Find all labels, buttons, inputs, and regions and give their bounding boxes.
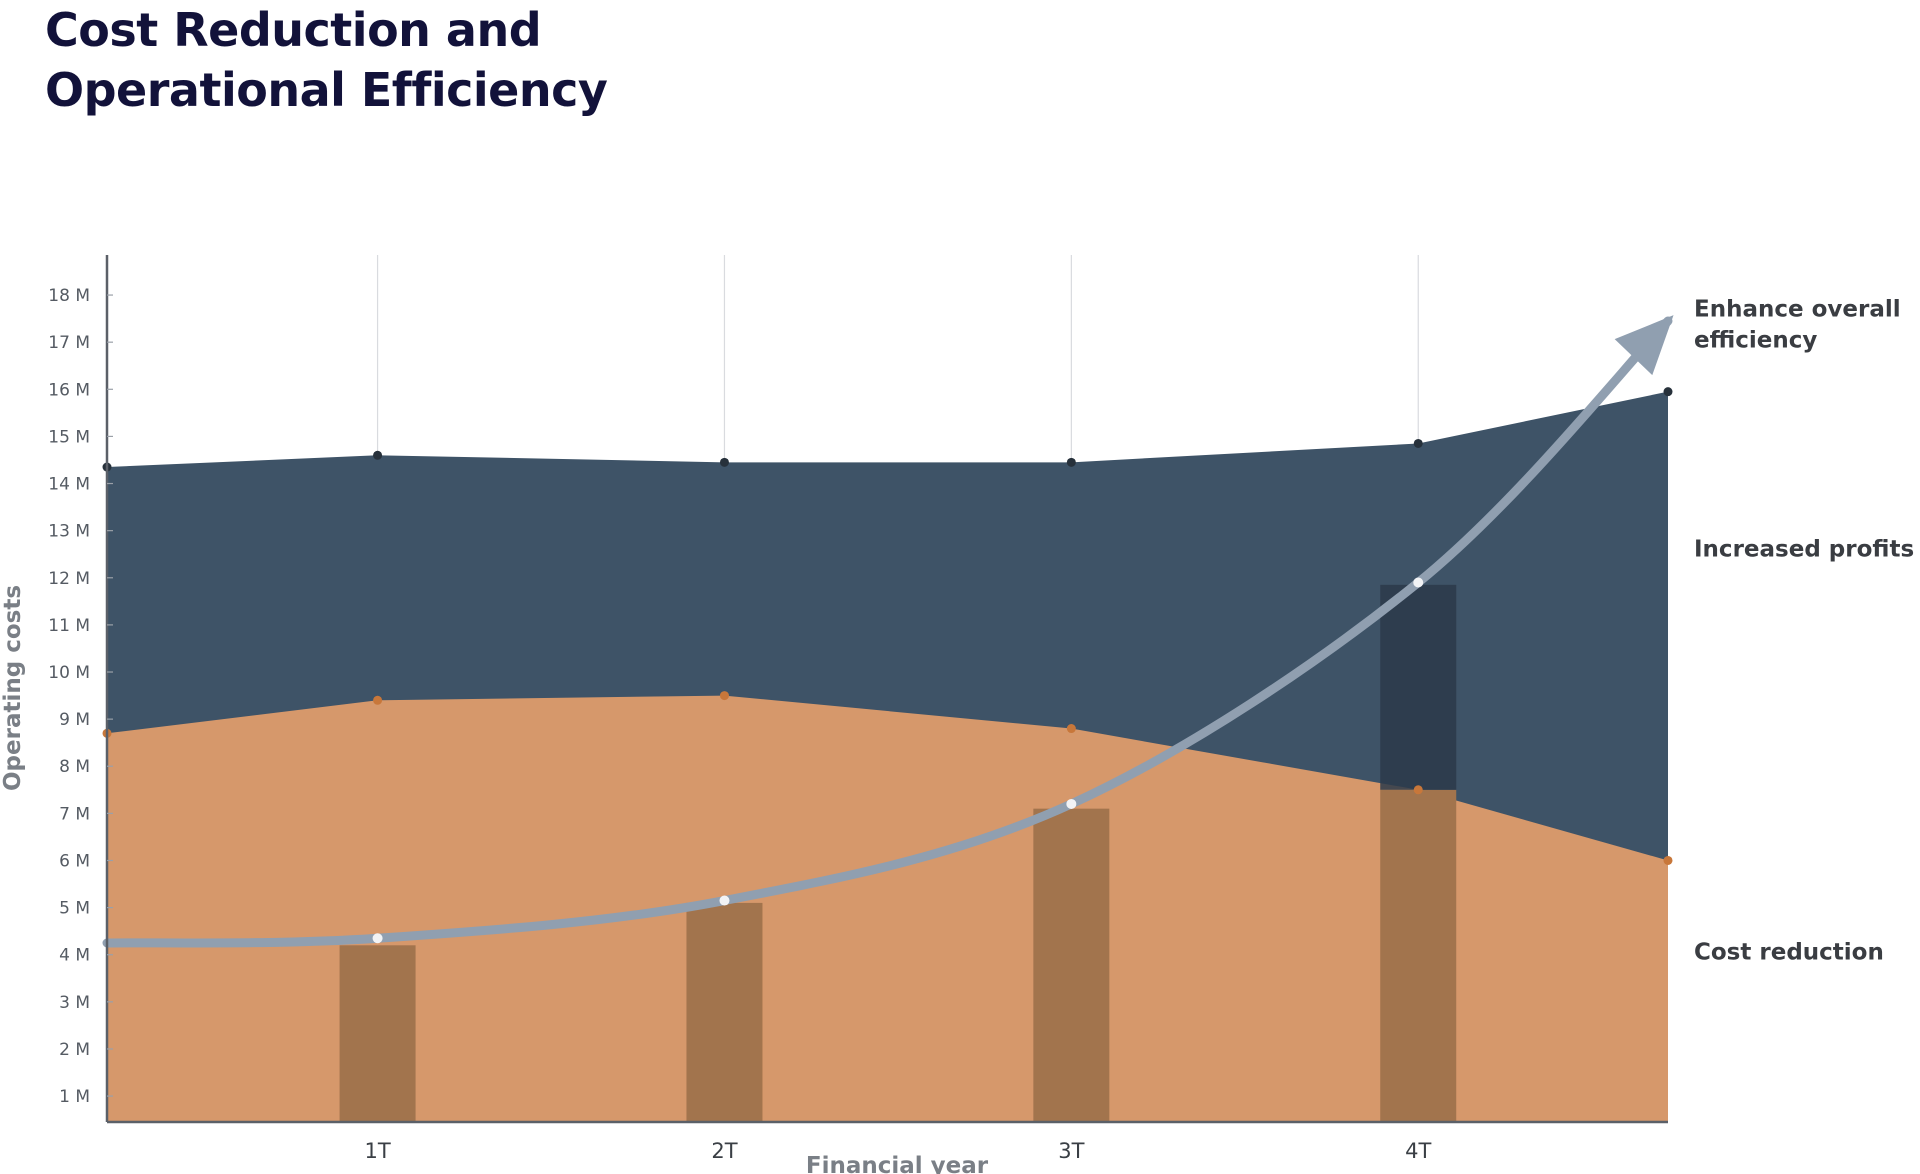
chart-title: Cost Reduction and Operational Efficienc… — [45, 0, 608, 120]
y-tick-label-6: 6 M — [59, 851, 90, 871]
area-series-2-point-3 — [719, 691, 729, 701]
y-tick-label-9: 9 M — [59, 710, 90, 730]
y-tick-label-7: 7 M — [59, 804, 90, 824]
bar-4T-upper — [1380, 584, 1457, 790]
y-tick-label-1: 1 M — [59, 1087, 90, 1107]
bar-4T-lower — [1380, 789, 1457, 1122]
bar-1T — [339, 945, 416, 1122]
area-series-1-point-3 — [719, 457, 729, 467]
y-tick-label-8: 8 M — [59, 757, 90, 777]
annotation-1-line-1: Enhance overall — [1694, 296, 1901, 322]
area-series-2 — [107, 695, 1668, 1122]
annotation-1-line-2: efficiency — [1694, 327, 1817, 353]
bar-3T — [1033, 808, 1110, 1122]
y-tick-label-13: 13 M — [48, 522, 90, 542]
y-axis-title: Operating costs — [0, 585, 26, 791]
y-tick-label-12: 12 M — [48, 569, 90, 589]
area-series-2-point-6 — [1663, 855, 1673, 865]
y-tick-label-18: 18 M — [48, 286, 90, 306]
y-tick-label-10: 10 M — [48, 663, 90, 683]
area-series-2-point-4 — [1066, 724, 1076, 734]
y-tick-label-15: 15 M — [48, 427, 90, 447]
area-series-2-point-2 — [373, 695, 383, 705]
axis-layer: 1 M 2 M 3 M 4 M 5 M 6 M 7 M 8 M 9 M 10 M 11 M 12 M 1… — [48, 255, 1668, 1163]
x-tick-label-2T: 2T — [711, 1139, 737, 1163]
chart-title-line-2: Operational Efficiency — [45, 63, 608, 117]
y-tick-label-14: 14 M — [48, 475, 90, 495]
area-series-1-point-6 — [1663, 387, 1673, 397]
y-tick-label-16: 16 M — [48, 380, 90, 400]
label-layer: Financial year Operating costs Enhance ove… — [0, 296, 1914, 1174]
annotation-3-line-1: Cost reduction — [1694, 939, 1884, 965]
y-tick-label-2: 2 M — [59, 1040, 90, 1060]
annotation-2-line-1: Increased profits — [1694, 537, 1914, 563]
bar-2T — [686, 902, 763, 1122]
area-marker-layer — [102, 387, 1673, 865]
area-layer — [107, 391, 1668, 1122]
x-tick-label-3T: 3T — [1058, 1139, 1084, 1163]
y-tick-label-4: 4 M — [59, 946, 90, 966]
area-series-1-point-5 — [1413, 438, 1423, 448]
y-tick-label-17: 17 M — [48, 333, 90, 353]
trend-point-3 — [1066, 798, 1077, 809]
x-tick-label-1T: 1T — [364, 1139, 390, 1163]
area-series-1-point-4 — [1066, 457, 1076, 467]
bar-layer — [339, 584, 1457, 1122]
curve-layer — [102, 315, 1674, 948]
chart-title-line-1: Cost Reduction and — [45, 3, 542, 57]
y-tick-label-3: 3 M — [59, 993, 90, 1013]
y-tick-label-11: 11 M — [48, 616, 90, 636]
area-series-1-point-2 — [373, 450, 383, 460]
trend-point-2 — [719, 895, 730, 906]
y-tick-label-5: 5 M — [59, 899, 90, 919]
trend-point-4 — [1413, 577, 1424, 588]
trend-arrow-head — [1614, 315, 1674, 376]
x-axis-title: Financial year — [806, 1153, 989, 1174]
x-tick-label-4T: 4T — [1405, 1139, 1431, 1163]
area-series-2-point-5 — [1413, 785, 1423, 795]
trend-point-1 — [372, 933, 383, 944]
